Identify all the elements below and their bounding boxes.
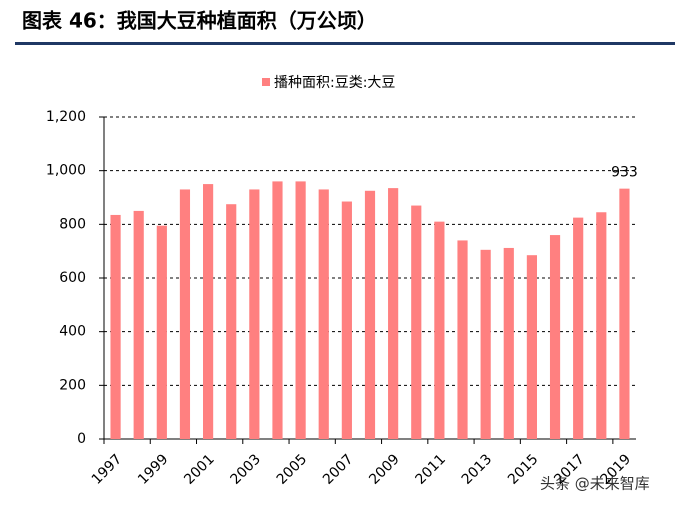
chart-title: 图表 46：我国大豆种植面积（万公顷）	[22, 9, 377, 33]
bar	[480, 249, 491, 439]
title-rule	[15, 42, 675, 45]
bar	[549, 235, 561, 439]
x-tick-label: 2015	[505, 451, 542, 488]
x-tick-label: 2003	[227, 451, 264, 488]
y-tick-label: 200	[59, 377, 86, 393]
bar	[341, 201, 352, 439]
bar	[434, 221, 445, 439]
y-tick-label: 600	[59, 270, 86, 286]
x-tick-label: 2013	[459, 451, 496, 488]
bar	[110, 214, 121, 439]
x-tick-label: 2005	[274, 451, 311, 488]
bar	[202, 184, 214, 439]
bar	[457, 240, 468, 439]
x-tick-label: 2011	[413, 451, 450, 488]
y-tick-label: 1,200	[46, 109, 86, 125]
bar	[411, 205, 422, 439]
x-tick-label: 2009	[366, 451, 403, 488]
data-label: 933	[611, 165, 638, 181]
bar	[272, 181, 283, 439]
legend-label: 播种面积:豆类:大豆	[274, 75, 395, 91]
y-tick-label: 1,000	[46, 163, 86, 179]
x-tick-label: 2007	[320, 451, 357, 488]
bar	[364, 190, 376, 439]
watermark: 头条 @未来智库	[540, 475, 650, 493]
x-tick-label: 2001	[181, 451, 218, 488]
x-tick-label: 1999	[135, 451, 172, 488]
bar	[526, 255, 538, 439]
bar	[573, 217, 584, 439]
bar	[249, 189, 260, 439]
bar	[133, 210, 144, 439]
x-tick-label: 1997	[89, 451, 126, 488]
bar	[596, 212, 607, 439]
bar	[179, 189, 191, 439]
bar	[318, 189, 329, 439]
bar	[295, 181, 306, 439]
bar	[226, 204, 237, 439]
legend-swatch	[262, 78, 270, 86]
bar	[503, 247, 514, 439]
y-tick-label: 400	[59, 324, 86, 340]
bar	[156, 225, 167, 439]
bar	[619, 188, 630, 439]
y-tick-label: 0	[77, 431, 86, 447]
y-tick-label: 800	[59, 216, 86, 232]
bar	[388, 188, 399, 439]
